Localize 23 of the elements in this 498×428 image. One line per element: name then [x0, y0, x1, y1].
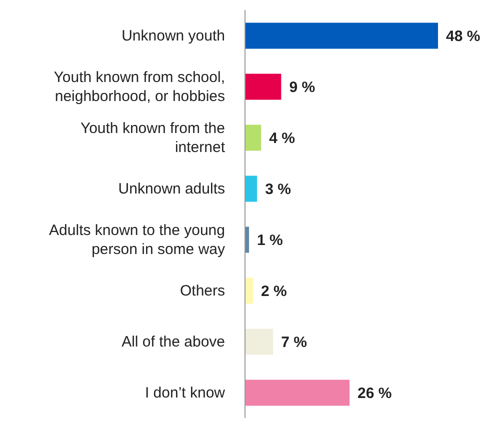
- y-tick-label: Youth known from school, neighborhood, or hobbies: [54, 68, 225, 104]
- y-tick-label: Others: [180, 282, 225, 299]
- data-label: 1 %: [257, 232, 283, 250]
- y-tick-label: All of the above: [122, 333, 225, 350]
- data-label: 2 %: [261, 283, 287, 300]
- bar: [245, 278, 254, 304]
- bar: [245, 74, 282, 100]
- y-tick-label: I don’t know: [144, 384, 226, 401]
- bar: [245, 22, 438, 49]
- y-tick-label: Unknown adults: [118, 180, 225, 197]
- y-tick-label: Adults known to the young person in some way: [49, 222, 226, 258]
- bar: [245, 380, 350, 406]
- y-tick-label: Youth known from the internet: [80, 120, 226, 156]
- bar: [245, 176, 258, 202]
- data-label: 48 %: [446, 28, 480, 46]
- y-tick-label: Unknown youth: [122, 27, 225, 44]
- data-label: 26 %: [358, 385, 392, 402]
- bar: [245, 124, 262, 151]
- data-label: 4 %: [269, 130, 295, 148]
- data-label: 7 %: [281, 334, 308, 352]
- data-label: 9 %: [289, 79, 316, 96]
- data-label: 3 %: [265, 181, 291, 198]
- bar: [245, 328, 274, 355]
